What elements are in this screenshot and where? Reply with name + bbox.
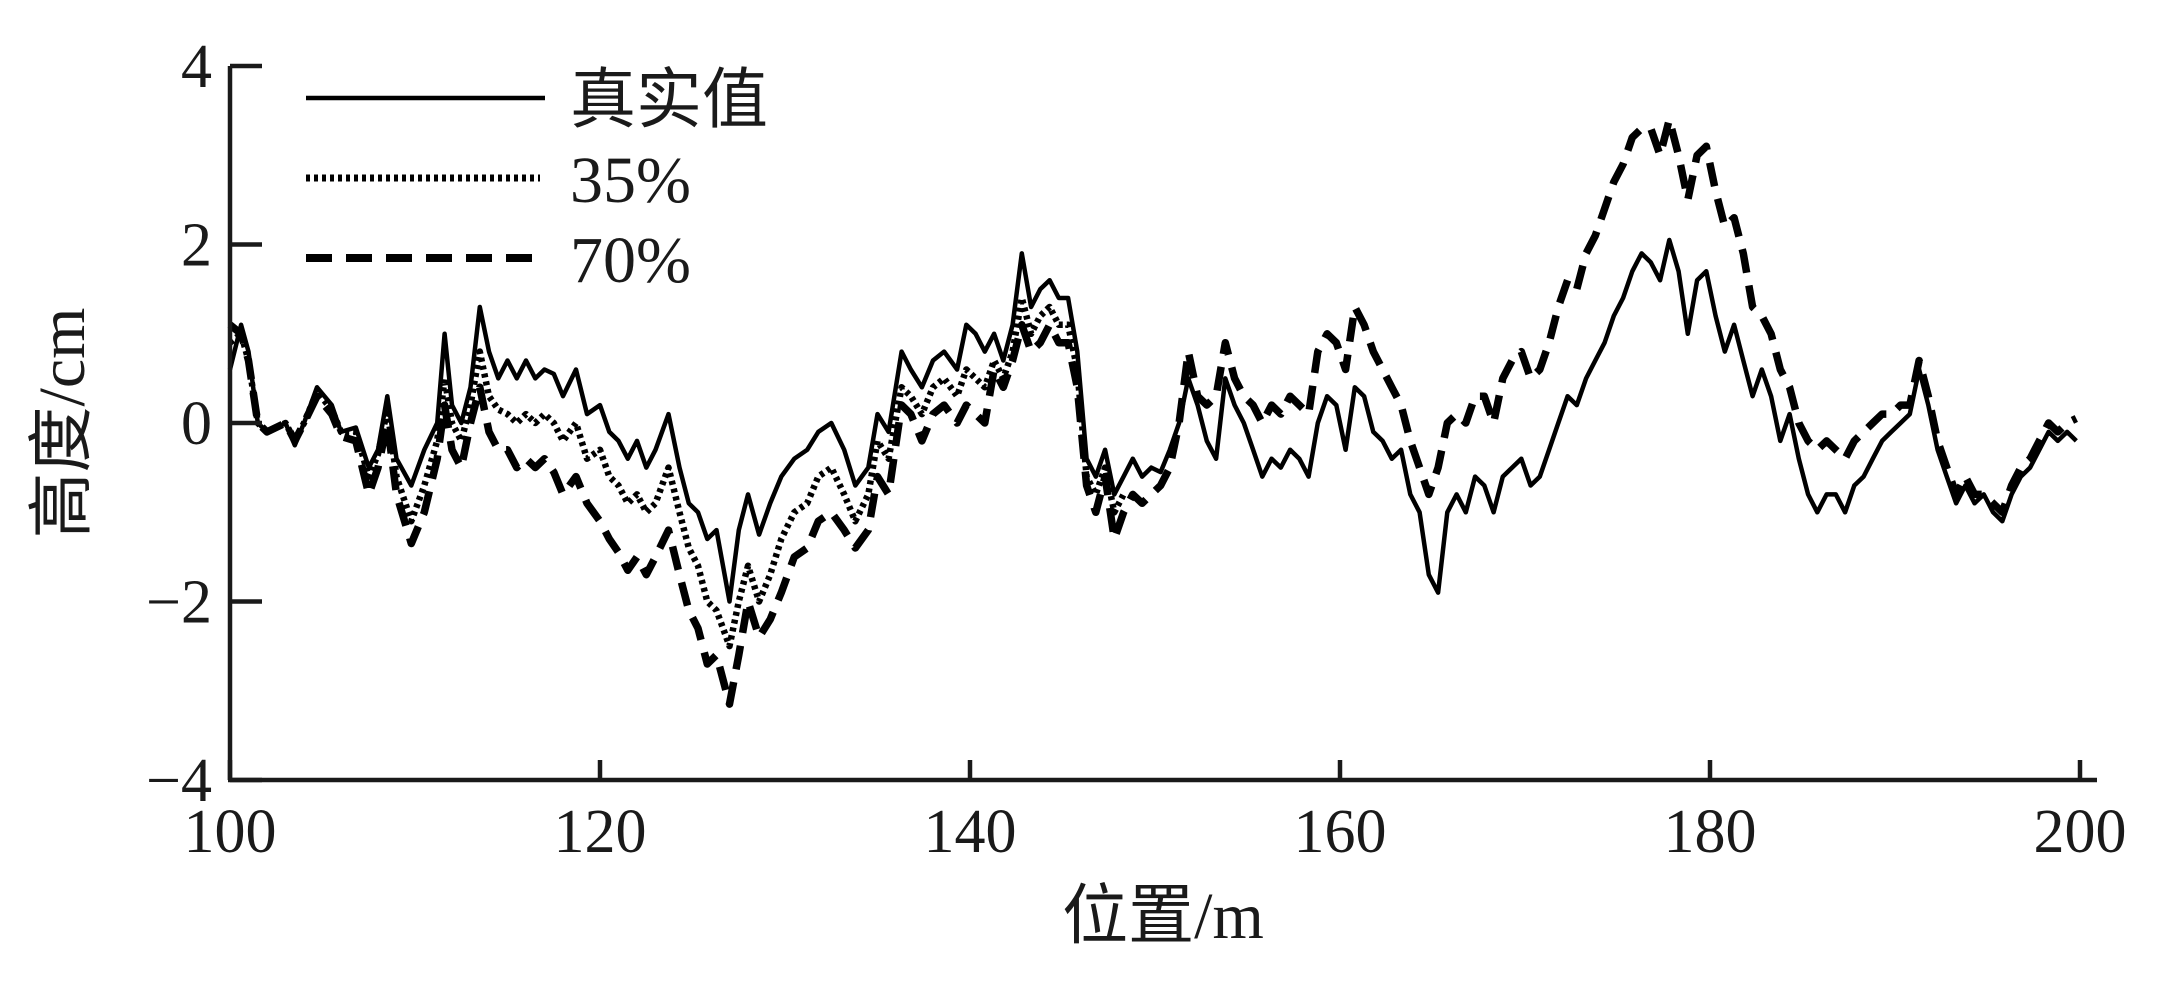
y-tick-label: 0 (181, 390, 212, 458)
series-layer (227, 115, 2078, 708)
y-tick-label: 2 (181, 212, 212, 280)
ticks-layer: 100 120 140 160 180 200 4 2 0 −2 −4 (146, 33, 2126, 866)
legend-label-actual: 真实值 (570, 64, 768, 137)
legend-label-35: 35% (570, 144, 691, 217)
legend-label-70: 70% (570, 224, 691, 297)
x-tick-label: 200 (2034, 798, 2127, 866)
x-tick-label: 160 (1294, 798, 1387, 866)
series-line-35 (227, 294, 1127, 650)
x-tick-label: 180 (1664, 798, 1757, 866)
y-tick-label: 4 (181, 33, 212, 101)
x-tick-label: 140 (924, 798, 1017, 866)
y-tick-label: −4 (146, 747, 212, 815)
legend: 真实值 35% 70% (306, 64, 768, 297)
series-line-70 (227, 115, 2078, 708)
x-axis-label: 位置/m (1062, 880, 1264, 953)
x-tick-label: 120 (554, 798, 647, 866)
y-axis-label: 高度/cm (26, 308, 99, 539)
x-tick-label: 100 (184, 798, 277, 866)
y-tick-label: −2 (146, 569, 212, 637)
series-line-actual (227, 237, 2078, 604)
